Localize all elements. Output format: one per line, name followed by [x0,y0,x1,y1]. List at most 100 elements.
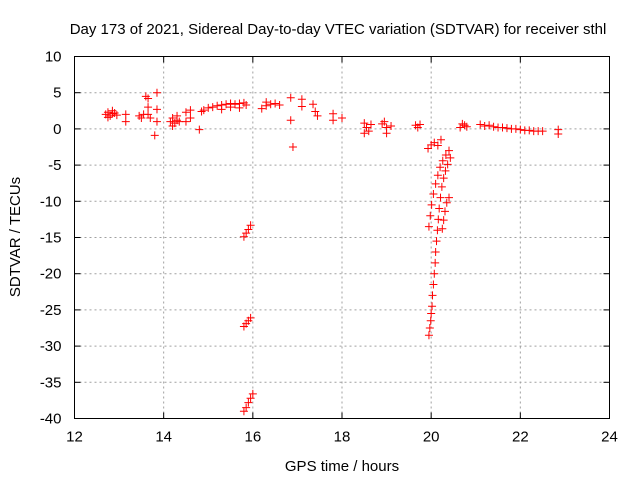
data-point [360,129,369,138]
y-tick-label: 10 [45,49,62,66]
y-tick-label: 0 [53,121,61,138]
data-point [433,226,442,235]
data-point [439,216,448,225]
data-point [197,107,206,116]
data-point [438,224,447,233]
data-point [430,269,439,278]
data-point [222,100,231,109]
data-point [489,122,498,131]
y-tick-label: -40 [40,411,62,428]
data-point [121,110,130,119]
data-point [329,116,338,125]
x-axis-label: GPS time / hours [285,458,399,475]
data-point [204,103,213,112]
data-point [146,114,155,123]
data-point [246,221,255,230]
y-tick-label: -5 [48,157,61,174]
data-point [380,117,389,126]
x-tick-label: 14 [155,429,172,446]
x-tick-label: 16 [244,429,261,446]
data-point [235,103,244,112]
data-point [416,120,425,129]
data-point [313,111,322,120]
data-points [101,88,563,416]
data-point [382,129,391,138]
data-point [239,407,248,416]
data-point [166,117,175,126]
y-tick-label: -15 [40,230,62,247]
data-point [366,120,375,129]
data-point [242,229,251,238]
y-tick-label: -10 [40,193,62,210]
data-point [311,107,320,116]
data-point [144,94,153,103]
data-point [439,174,448,183]
gridlines [74,56,610,419]
data-point [436,163,445,172]
data-point [244,225,253,234]
data-point [433,141,442,150]
data-point [297,102,306,111]
data-point [175,117,184,126]
data-point [426,211,435,220]
data-point [436,193,445,202]
data-point [137,114,146,123]
data-point [181,108,190,117]
data-point [112,111,121,120]
data-point [387,122,396,131]
data-point [427,309,436,318]
data-point [275,101,284,110]
data-point [428,302,437,311]
data-point [424,222,433,231]
y-tick-label: -20 [40,266,62,283]
axis-ticks: 12 14 16 18 20 22 24 10 5 0 -5 -10 -15 -20 -25 -30 -35 -4… [40,49,618,446]
data-point [428,291,437,300]
data-point [425,324,434,332]
data-point [286,116,295,125]
data-point [436,135,445,144]
data-point [152,88,161,97]
data-point [429,190,438,199]
data-point [442,198,451,207]
data-point [239,232,248,241]
data-point [441,166,450,175]
data-point [378,119,387,128]
data-point [186,106,195,115]
data-point [242,101,251,110]
data-point [438,156,447,165]
data-point [434,215,443,224]
data-point [309,100,318,109]
y-tick-label: -35 [40,374,62,391]
data-point [498,123,507,132]
data-point [103,113,112,122]
data-point [144,103,153,112]
data-point [286,93,295,102]
data-point [443,160,452,169]
x-tick-label: 18 [334,429,351,446]
data-point [239,98,248,107]
data-point [150,131,159,140]
data-point [456,123,465,132]
data-point [231,100,239,109]
data-point [257,104,266,113]
data-point [248,389,257,398]
data-point [121,117,130,126]
data-point [538,127,547,136]
data-point [364,127,373,136]
data-point [262,98,271,107]
data-point [108,106,117,115]
data-point [480,122,489,131]
data-point [440,207,449,216]
data-point [432,237,441,246]
data-point [433,171,442,180]
data-point [437,182,446,191]
data-point [446,153,455,162]
data-point [297,95,306,104]
x-tick-label: 22 [512,429,529,446]
data-point [525,126,534,135]
x-tick-label: 20 [423,429,440,446]
data-point [462,122,471,131]
data-point [271,99,280,108]
data-point [144,110,153,119]
